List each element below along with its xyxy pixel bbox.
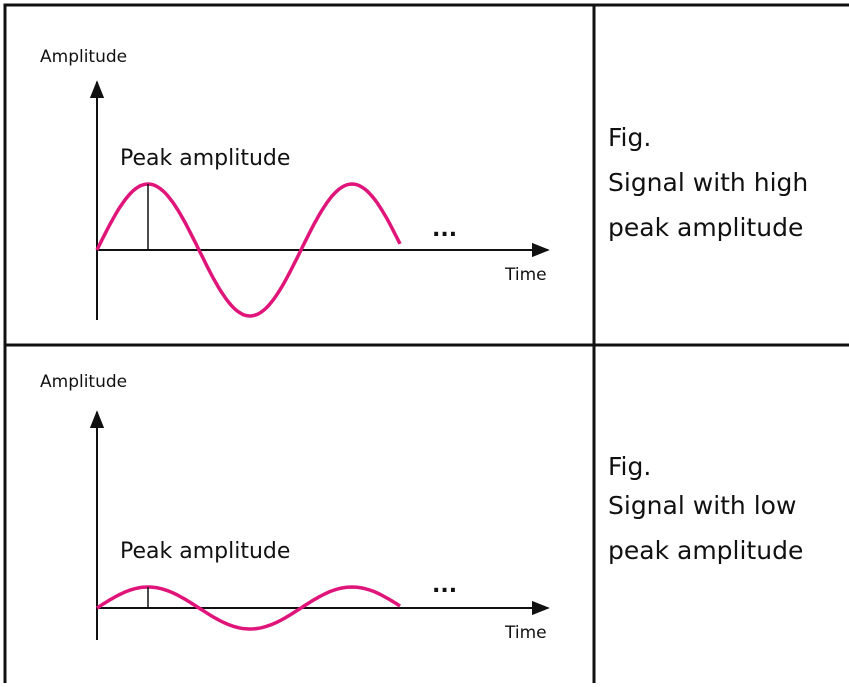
peak-label: Peak amplitude: [120, 146, 290, 171]
caption-line: peak amplitude: [608, 213, 803, 242]
ellipsis: ...: [432, 573, 457, 598]
y-axis-label: Amplitude: [40, 372, 127, 392]
x-axis-label: Time: [504, 265, 547, 285]
caption-line: Fig.: [608, 123, 651, 152]
caption-line: Signal with low: [608, 491, 796, 520]
panels: Amplitude Time Peak amplitude... Fig. Signal…: [40, 47, 808, 643]
ellipsis: ...: [432, 217, 457, 242]
y-axis-label: Amplitude: [40, 47, 127, 67]
peak-label: Peak amplitude: [120, 539, 290, 564]
caption-line: Fig.: [608, 452, 651, 481]
caption-line: Signal with high: [608, 168, 808, 197]
caption-line: peak amplitude: [608, 536, 803, 565]
x-axis-label: Time: [504, 623, 547, 643]
